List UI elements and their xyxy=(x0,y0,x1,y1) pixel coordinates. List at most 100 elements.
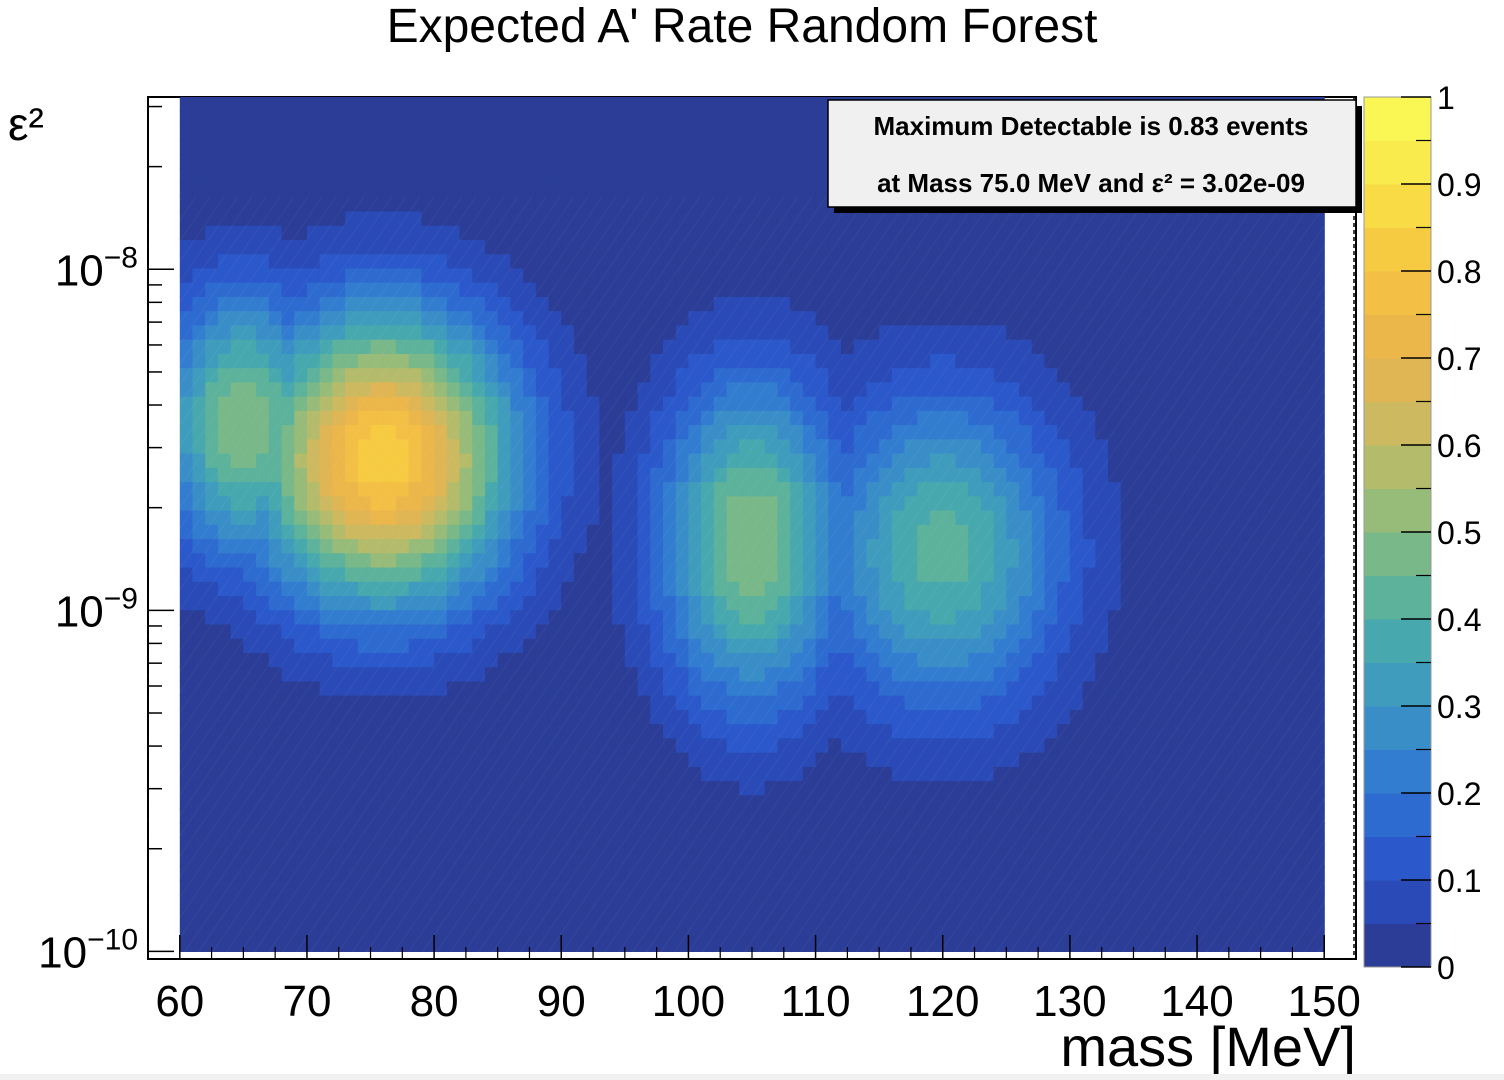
heatmap-cell xyxy=(548,153,562,169)
heatmap-cell xyxy=(701,823,715,839)
heatmap-cell xyxy=(815,937,829,952)
heatmap-cell xyxy=(268,652,283,668)
heatmap-cell xyxy=(968,296,982,312)
heatmap-cell xyxy=(319,125,333,141)
heatmap-cell xyxy=(243,111,257,127)
heatmap-cell xyxy=(192,680,206,696)
heatmap-cell xyxy=(243,239,257,255)
heatmap-cell xyxy=(624,538,639,554)
heatmap-cell xyxy=(459,139,473,155)
heatmap-cell xyxy=(484,367,499,383)
heatmap-cell xyxy=(535,524,550,540)
heatmap-cell xyxy=(243,438,257,454)
heatmap-cell xyxy=(230,908,244,924)
heatmap-cell xyxy=(1184,410,1198,426)
heatmap-cell xyxy=(281,524,295,540)
heatmap-cell xyxy=(332,438,346,454)
heatmap-cell xyxy=(243,680,257,696)
heatmap-cell xyxy=(1082,880,1096,896)
heatmap-cell xyxy=(281,638,295,653)
heatmap-cell xyxy=(764,908,779,924)
heatmap-cell xyxy=(586,737,601,753)
heatmap-cell xyxy=(421,153,435,169)
heatmap-cell xyxy=(357,139,372,155)
heatmap-cell xyxy=(370,552,384,568)
heatmap-cell xyxy=(306,766,321,782)
heatmap-cell xyxy=(535,823,550,839)
heatmap-cell xyxy=(980,353,995,369)
heatmap-cell xyxy=(294,225,308,240)
heatmap-cell xyxy=(739,139,753,155)
heatmap-cell xyxy=(205,851,219,867)
heatmap-cell xyxy=(802,723,817,739)
heatmap-cell xyxy=(217,139,232,155)
heatmap-cell xyxy=(395,937,410,952)
heatmap-cell xyxy=(243,125,257,141)
heatmap-cell xyxy=(1133,210,1147,226)
heatmap-cell xyxy=(383,381,397,397)
heatmap-cell xyxy=(459,581,473,596)
heatmap-cell xyxy=(256,581,270,596)
heatmap-cell xyxy=(573,524,588,540)
heatmap-cell xyxy=(332,538,346,554)
heatmap-cell xyxy=(306,908,321,924)
heatmap-cell xyxy=(1133,367,1147,383)
heatmap-cell xyxy=(395,880,410,896)
heatmap-cell xyxy=(497,595,511,611)
heatmap-cell xyxy=(332,367,346,383)
heatmap-cell xyxy=(179,680,194,696)
heatmap-cell xyxy=(192,296,206,312)
heatmap-cell xyxy=(573,111,588,127)
heatmap-cell xyxy=(510,97,524,112)
heatmap-cell xyxy=(421,809,435,824)
heatmap-cell xyxy=(459,737,473,753)
heatmap-cell xyxy=(268,495,283,511)
heatmap-cell xyxy=(1057,467,1071,483)
heatmap-cell xyxy=(561,495,575,511)
heatmap-cell xyxy=(599,823,613,839)
heatmap-cell xyxy=(1108,310,1122,326)
heatmap-cell xyxy=(510,139,524,155)
heatmap-cell xyxy=(446,894,461,910)
heatmap-cell xyxy=(294,566,308,582)
heatmap-cell xyxy=(484,851,499,867)
heatmap-cell xyxy=(535,353,550,369)
heatmap-cell xyxy=(1146,595,1160,611)
heatmap-cell xyxy=(446,638,461,653)
heatmap-cell xyxy=(217,524,232,540)
heatmap-cell xyxy=(217,196,232,212)
heatmap-cell xyxy=(217,908,232,924)
heatmap-cell xyxy=(395,552,410,568)
heatmap-cell xyxy=(624,566,639,582)
heatmap-cell xyxy=(408,324,422,340)
heatmap-cell xyxy=(179,837,194,853)
heatmap-cell xyxy=(1006,609,1020,625)
heatmap-cell xyxy=(268,267,283,283)
heatmap-cell xyxy=(497,680,511,696)
heatmap-cell xyxy=(930,837,944,853)
heatmap-cell xyxy=(256,196,270,212)
heatmap-cell xyxy=(752,495,766,511)
heatmap-cell xyxy=(332,153,346,169)
heatmap-cell xyxy=(357,766,372,782)
heatmap-cell xyxy=(421,623,435,639)
heatmap-cell xyxy=(955,766,969,782)
heatmap-cell xyxy=(332,396,346,411)
heatmap-cell xyxy=(968,467,982,483)
heatmap-cell xyxy=(523,524,537,540)
heatmap-cell xyxy=(408,595,422,611)
heatmap-cell xyxy=(306,296,321,312)
heatmap-cell xyxy=(192,851,206,867)
heatmap-cell xyxy=(612,865,626,881)
heatmap-cell xyxy=(701,837,715,853)
heatmap-cell xyxy=(586,809,601,824)
heatmap-cell xyxy=(192,339,206,354)
heatmap-cell xyxy=(332,495,346,511)
heatmap-cell xyxy=(523,666,537,682)
heatmap-cell xyxy=(357,111,372,127)
heatmap-cell xyxy=(523,267,537,283)
heatmap-cell xyxy=(256,381,270,397)
heatmap-cell xyxy=(497,182,511,198)
heatmap-cell xyxy=(497,652,511,668)
heatmap-cell xyxy=(268,481,283,497)
